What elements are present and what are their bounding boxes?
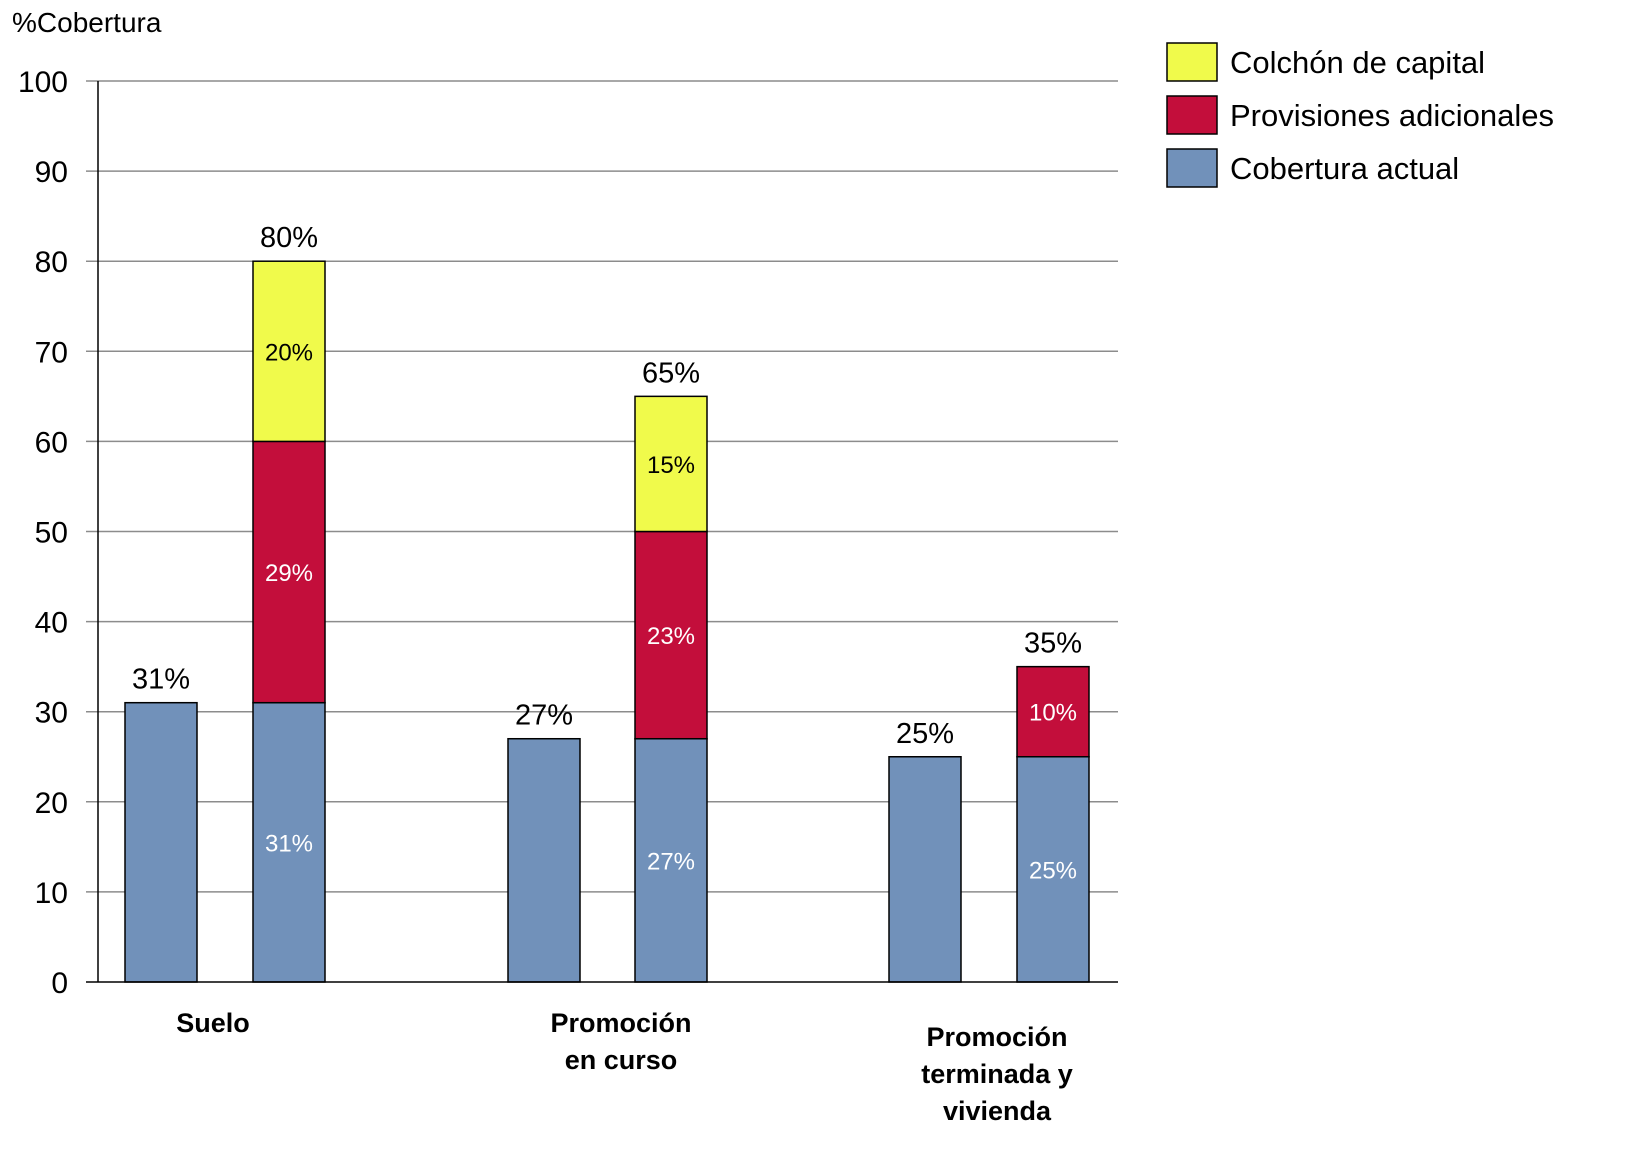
- bar-segment: [888, 756, 962, 983]
- bar-segment: [1016, 665, 1090, 758]
- bar-segment: [634, 737, 708, 983]
- legend-swatch: [1166, 42, 1218, 82]
- bar-segment: [634, 395, 708, 533]
- bars: [124, 260, 1090, 983]
- y-tick-label: 40: [35, 607, 68, 640]
- y-axis-label: %Cobertura: [12, 7, 162, 38]
- axes: [86, 81, 1118, 983]
- legend-label: Provisiones adicionales: [1230, 98, 1554, 133]
- y-tick-label: 60: [35, 426, 68, 459]
- bar-total-label: 35%: [1024, 628, 1082, 660]
- legend-label: Cobertura actual: [1230, 151, 1459, 186]
- x-category-label: Suelo: [176, 1008, 250, 1038]
- bar-total-label: 65%: [642, 357, 700, 389]
- segment-label: 20%: [265, 339, 313, 366]
- y-tick-label: 100: [18, 66, 68, 99]
- bar-segment: [252, 440, 326, 704]
- legend-swatch: [1166, 95, 1218, 135]
- bar-segment: [252, 260, 326, 443]
- y-tick-label: 30: [35, 697, 68, 730]
- segment-label: 27%: [647, 848, 695, 875]
- segment-label: 10%: [1029, 700, 1077, 727]
- bar-segment: [252, 701, 326, 983]
- x-category-label: en curso: [565, 1045, 678, 1075]
- x-category-label: Promoción: [550, 1008, 691, 1038]
- segment-label: 15%: [647, 452, 695, 479]
- segment-label: 31%: [265, 830, 313, 857]
- y-tick-label: 20: [35, 787, 68, 820]
- y-tick-label: 10: [35, 877, 68, 910]
- x-category-label: Promoción: [926, 1022, 1067, 1052]
- y-tick-label: 70: [35, 336, 68, 369]
- bar-total-label: 27%: [515, 700, 573, 732]
- labels: 0 10 20 30 40 50 60 70 80 90 100 %Cobertura 31% 31% 29…: [12, 7, 1082, 1126]
- segment-label: 23%: [647, 623, 695, 650]
- segment-label: 25%: [1029, 857, 1077, 884]
- bar-segment: [634, 530, 708, 740]
- bar-total-label: 31%: [132, 664, 190, 696]
- gridlines: [86, 80, 1118, 893]
- legend: Colchón de capital Provisiones adicionale…: [1166, 42, 1554, 188]
- y-tick-label: 0: [51, 967, 68, 1000]
- bar-segment: [124, 701, 198, 983]
- legend-swatch: [1166, 148, 1218, 188]
- y-tick-label: 90: [35, 156, 68, 189]
- x-category-label: terminada y: [921, 1059, 1073, 1089]
- bar-total-label: 25%: [896, 718, 954, 750]
- bar-total-label: 80%: [260, 222, 318, 254]
- x-category-label: vivienda: [943, 1096, 1052, 1126]
- bar-segment: [507, 737, 581, 983]
- legend-label: Colchón de capital: [1230, 45, 1485, 80]
- y-tick-label: 80: [35, 246, 68, 279]
- bar-segment: [1016, 756, 1090, 983]
- segment-label: 29%: [265, 560, 313, 587]
- y-tick-label: 50: [35, 517, 68, 550]
